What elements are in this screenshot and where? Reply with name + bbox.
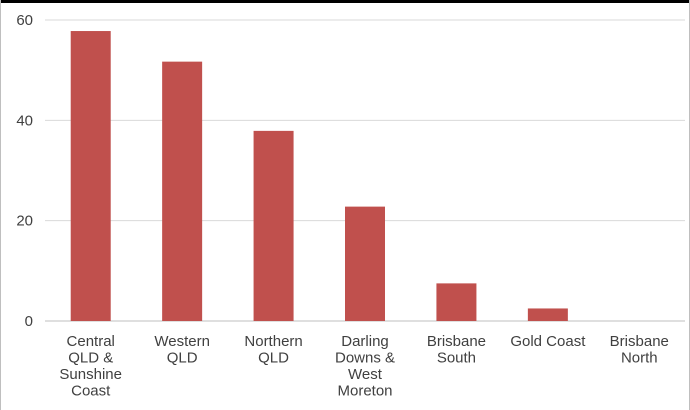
bar [527, 308, 568, 321]
y-tick-labels: 0 20 40 60 [16, 12, 33, 330]
bar [253, 130, 294, 321]
bars [70, 31, 568, 321]
x-category-label: Darling Downs & West Moreton [335, 333, 395, 400]
x-category-labels: Central QLD & Sunshine Coast Western QLD North… [59, 333, 668, 400]
x-category-label: Northern QLD [244, 333, 302, 367]
bar [70, 31, 111, 321]
x-category-label: Western QLD [154, 333, 210, 367]
y-tick-label: 60 [16, 12, 33, 29]
x-category-label: Central QLD & Sunshine Coast [59, 333, 122, 400]
x-category-label: Brisbane North [610, 333, 669, 367]
x-category-label: Gold Coast [510, 333, 586, 350]
left-border [0, 0, 1, 410]
bar [436, 283, 477, 321]
x-category-label: Brisbane South [427, 333, 486, 367]
bar [162, 61, 203, 321]
bar [345, 206, 385, 321]
y-tick-label: 20 [16, 213, 33, 230]
y-tick-label: 40 [16, 112, 33, 129]
top-border [0, 0, 690, 3]
y-tick-label: 0 [25, 313, 33, 330]
